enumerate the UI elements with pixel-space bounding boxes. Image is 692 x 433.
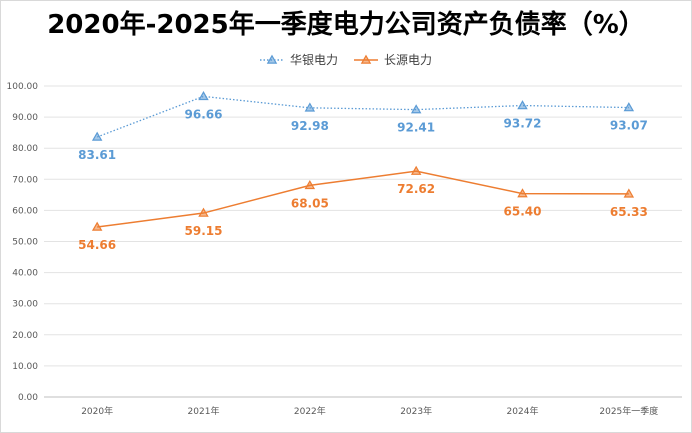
data-point-marker	[623, 102, 635, 112]
y-tick-label: 80.00	[12, 144, 38, 154]
data-label: 93.07	[610, 119, 648, 133]
data-label: 65.40	[504, 205, 542, 219]
y-tick-label: 30.00	[12, 300, 38, 310]
legend-marker	[266, 54, 278, 64]
data-label: 92.41	[397, 121, 435, 135]
data-label: 65.33	[610, 205, 648, 219]
data-point-marker	[304, 179, 316, 190]
data-label: 59.15	[185, 224, 223, 238]
x-tick-label: 2024年	[507, 405, 539, 417]
y-tick-label: 10.00	[12, 362, 38, 372]
y-tick-label: 90.00	[12, 113, 38, 123]
data-label: 96.66	[185, 107, 223, 121]
data-point-marker	[623, 188, 635, 198]
data-point-marker	[410, 165, 422, 175]
legend-marker	[360, 54, 372, 64]
data-label: 68.05	[291, 196, 329, 210]
y-tick-label: 40.00	[12, 269, 38, 279]
y-tick-label: 60.00	[12, 206, 38, 216]
legend-label: 华银电力	[290, 53, 338, 67]
data-label: 54.66	[78, 238, 116, 252]
x-axis-ticks: 2020年 2021年 2022年 2023年 2024年 2025年一季度	[81, 405, 658, 417]
y-tick-label: 0.00	[18, 393, 38, 403]
x-tick-label: 2025年一季度	[599, 405, 658, 417]
series-line	[97, 170, 629, 228]
data-point-marker	[304, 102, 316, 112]
data-point-marker	[517, 100, 528, 110]
data-label: 93.72	[504, 117, 542, 131]
legend: 华银电力 长源电力	[260, 53, 432, 67]
data-label: 83.61	[78, 148, 116, 162]
y-axis-ticks: 0.00 10.00 20.00 30.00 40.00 50.00 60.00 70.00 8…	[7, 82, 39, 403]
x-tick-label: 2020年	[81, 405, 113, 417]
y-tick-label: 20.00	[12, 331, 38, 341]
data-label: 72.62	[397, 182, 435, 196]
x-tick-label: 2021年	[188, 405, 220, 417]
data-point-marker	[410, 104, 422, 114]
data-label: 92.98	[291, 119, 329, 133]
data-point-marker	[517, 188, 528, 198]
data-point-marker	[198, 207, 209, 217]
y-tick-label: 70.00	[12, 175, 38, 185]
data-point-marker	[91, 221, 103, 231]
legend-label: 长源电力	[384, 53, 432, 67]
series-line	[96, 95, 629, 138]
data-point-marker	[198, 90, 209, 101]
x-tick-label: 2022年	[294, 405, 326, 417]
x-tick-label: 2023年	[400, 405, 432, 417]
grid-lines	[44, 85, 682, 398]
data-point-marker	[91, 131, 103, 141]
series-group	[91, 90, 635, 231]
y-tick-label: 100.00	[7, 82, 39, 92]
chart-title: 2020年-2025年一季度电力公司资产负债率（%）	[47, 10, 645, 40]
data-labels: 83.61 96.66 92.98 92.41 93.72 93.07 54.66 59.15…	[78, 107, 648, 252]
y-tick-label: 50.00	[12, 238, 38, 248]
